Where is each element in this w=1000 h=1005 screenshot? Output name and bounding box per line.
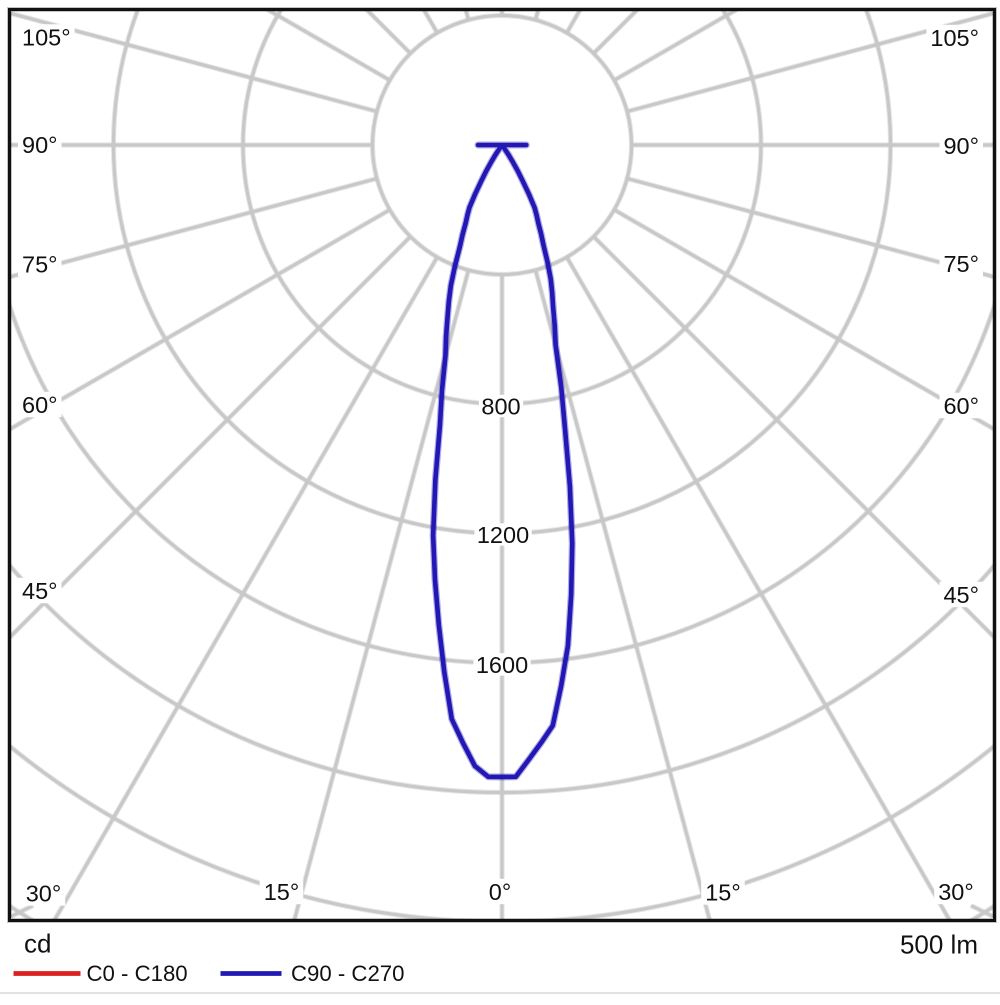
svg-text:15°: 15° (705, 880, 741, 906)
svg-text:30°: 30° (26, 881, 62, 907)
svg-text:1600: 1600 (476, 652, 528, 678)
svg-text:30°: 30° (938, 879, 974, 905)
svg-text:60°: 60° (943, 393, 979, 419)
svg-text:C90 - C270: C90 - C270 (291, 961, 404, 986)
svg-text:500 lm: 500 lm (900, 930, 978, 960)
svg-text:75°: 75° (943, 251, 979, 277)
svg-text:15°: 15° (264, 879, 300, 905)
svg-text:90°: 90° (22, 132, 58, 158)
svg-text:105°: 105° (930, 25, 979, 51)
svg-text:C0 - C180: C0 - C180 (87, 961, 188, 986)
svg-text:0°: 0° (489, 879, 511, 905)
svg-text:90°: 90° (943, 133, 979, 159)
svg-text:45°: 45° (943, 582, 979, 608)
svg-text:105°: 105° (22, 25, 71, 51)
svg-text:1200: 1200 (477, 522, 529, 548)
svg-text:75°: 75° (22, 252, 58, 278)
svg-text:cd: cd (24, 929, 51, 959)
svg-text:800: 800 (481, 394, 520, 420)
svg-text:60°: 60° (22, 392, 58, 418)
svg-text:45°: 45° (22, 578, 58, 604)
